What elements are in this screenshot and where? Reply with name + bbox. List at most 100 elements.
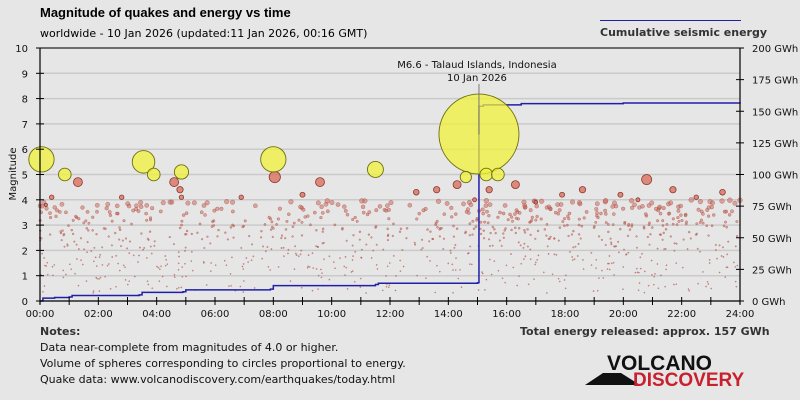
quake-point	[503, 229, 506, 232]
quake-point	[735, 285, 738, 288]
quake-point	[353, 280, 356, 283]
quake-point	[707, 283, 710, 285]
quake-point	[71, 232, 75, 236]
quake-point	[177, 268, 180, 271]
quake-point	[140, 232, 143, 235]
quake-point	[124, 266, 126, 269]
y2-tick-label: 200 GWh	[752, 44, 798, 55]
quake-point	[260, 230, 263, 233]
quake-point	[359, 286, 362, 288]
quake-point	[266, 246, 269, 248]
quake-point	[294, 245, 297, 248]
quake-point	[375, 243, 378, 246]
note-1: Data near-complete from magnitudes of 4.…	[40, 341, 339, 354]
quake-point	[267, 266, 270, 268]
quake-point	[664, 285, 666, 288]
quake-point	[247, 261, 249, 263]
quake-point	[706, 205, 711, 210]
quake-point	[231, 256, 233, 259]
quake-point	[367, 233, 370, 236]
quake-point	[59, 201, 65, 207]
quake-point	[317, 288, 319, 290]
quake-point	[454, 244, 457, 246]
quake-point	[498, 210, 502, 215]
quake-point	[129, 240, 132, 243]
quake-point	[144, 203, 149, 208]
quake-point	[650, 226, 654, 229]
quake-point	[328, 278, 331, 281]
quake-point	[555, 202, 560, 207]
quake-point	[345, 239, 348, 242]
quake-point	[391, 234, 394, 238]
quake-point-medium	[268, 170, 281, 184]
quake-point	[640, 204, 645, 209]
quake-point	[658, 211, 663, 216]
quake-point	[649, 233, 652, 236]
quake-point	[708, 259, 711, 261]
quake-point	[359, 198, 365, 204]
quake-point	[283, 255, 285, 258]
quake-point	[49, 233, 52, 236]
quake-point	[98, 278, 100, 280]
quake-point	[148, 216, 153, 220]
quake-point	[177, 286, 180, 289]
quake-point	[166, 285, 168, 288]
quake-point	[185, 275, 187, 278]
quake-point	[114, 203, 120, 209]
quake-point	[665, 222, 669, 226]
quake-point	[556, 211, 561, 216]
quake-point	[736, 235, 739, 238]
quake-point	[308, 266, 311, 268]
quake-point	[95, 203, 100, 208]
quake-point	[315, 245, 318, 248]
quake-point	[139, 246, 141, 249]
quake-point	[622, 266, 625, 268]
quake-point	[646, 235, 649, 239]
quake-point	[651, 274, 653, 276]
quake-point	[382, 248, 385, 251]
quake-point-medium	[433, 186, 441, 194]
quake-point	[99, 253, 102, 256]
quake-point	[245, 257, 248, 259]
quake-point	[388, 284, 391, 287]
quake-point	[706, 281, 709, 283]
quake-point	[198, 222, 202, 226]
quake-point	[486, 221, 490, 225]
quake-point	[177, 251, 180, 254]
quake-point	[506, 218, 510, 222]
quake-point	[482, 229, 485, 232]
quake-point	[698, 221, 702, 224]
quake-point	[298, 204, 303, 209]
quake-point	[465, 207, 470, 212]
quake-point	[300, 220, 304, 224]
quake-point	[300, 249, 303, 252]
quake-point	[284, 237, 287, 240]
quake-point	[685, 220, 688, 224]
quake-point	[60, 239, 63, 242]
quake-point	[153, 244, 156, 247]
quake-point	[730, 209, 734, 214]
quake-point	[319, 215, 323, 220]
quake-point	[534, 263, 536, 266]
quake-point	[661, 206, 666, 211]
quake-point	[534, 261, 537, 264]
quake-point-medium	[73, 177, 83, 187]
quake-point	[527, 283, 530, 286]
quake-point	[111, 256, 114, 258]
quake-point	[86, 251, 88, 254]
quake-point	[85, 227, 89, 230]
quake-point	[718, 271, 721, 274]
quake-point	[687, 288, 690, 291]
quake-point	[95, 233, 98, 236]
quake-point	[483, 203, 489, 208]
quake-point-large	[28, 146, 55, 173]
quake-point	[173, 273, 176, 276]
quake-point	[688, 230, 691, 234]
quake-point	[44, 206, 49, 211]
quake-point	[487, 214, 491, 218]
quake-point	[564, 287, 567, 290]
quake-point	[425, 277, 427, 280]
quake-point	[420, 248, 423, 251]
quake-point	[241, 225, 245, 229]
quake-point-medium	[49, 194, 55, 200]
